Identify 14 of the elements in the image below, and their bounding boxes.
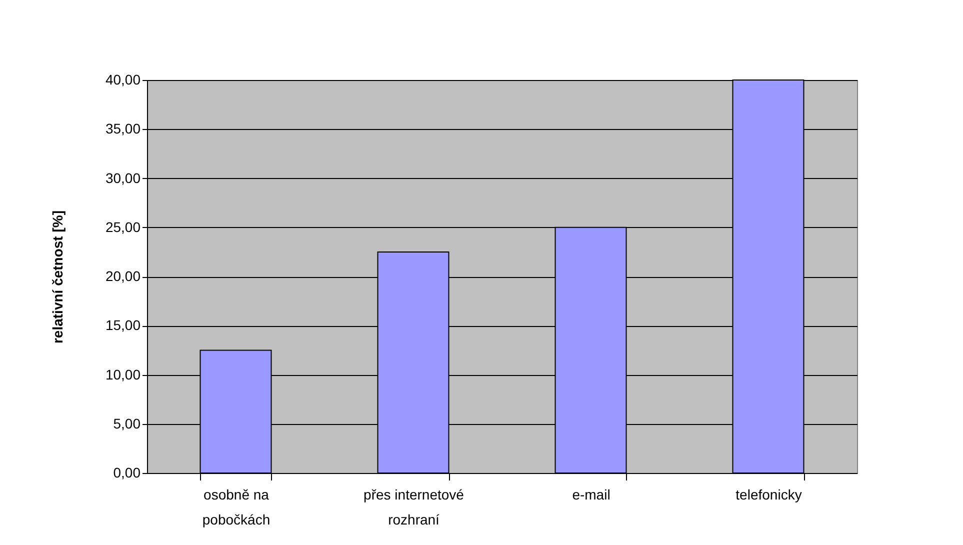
x-tick-label: e-mail [572, 486, 610, 502]
y-axis-title: relativní četnost [%] [49, 210, 66, 344]
y-tick-label: 5,00 [113, 415, 141, 432]
y-tick-label: 0,00 [113, 464, 141, 480]
y-tick-label: 15,00 [105, 317, 141, 334]
x-tick-label: osobně na pobočkách [202, 486, 270, 528]
y-tick-label: 35,00 [105, 120, 141, 137]
x-tick-label: telefonicky [736, 486, 802, 502]
y-tick-label: 40,00 [105, 72, 141, 88]
y-tick-label: 10,00 [105, 366, 141, 382]
y-tick-label: 25,00 [105, 218, 141, 235]
y-tick-label: 20,00 [105, 268, 141, 284]
y-tick-label: 30,00 [105, 170, 141, 186]
x-tick-label: přes internetové rozhraní [364, 486, 464, 528]
